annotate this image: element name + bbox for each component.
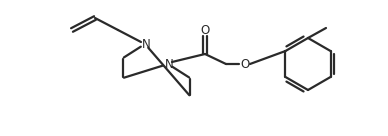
Text: O: O: [200, 24, 210, 36]
Text: O: O: [241, 58, 249, 70]
Text: N: N: [165, 58, 173, 70]
Text: N: N: [142, 38, 151, 50]
